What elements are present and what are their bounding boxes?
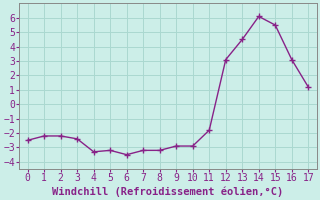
X-axis label: Windchill (Refroidissement éolien,°C): Windchill (Refroidissement éolien,°C) bbox=[52, 186, 284, 197]
